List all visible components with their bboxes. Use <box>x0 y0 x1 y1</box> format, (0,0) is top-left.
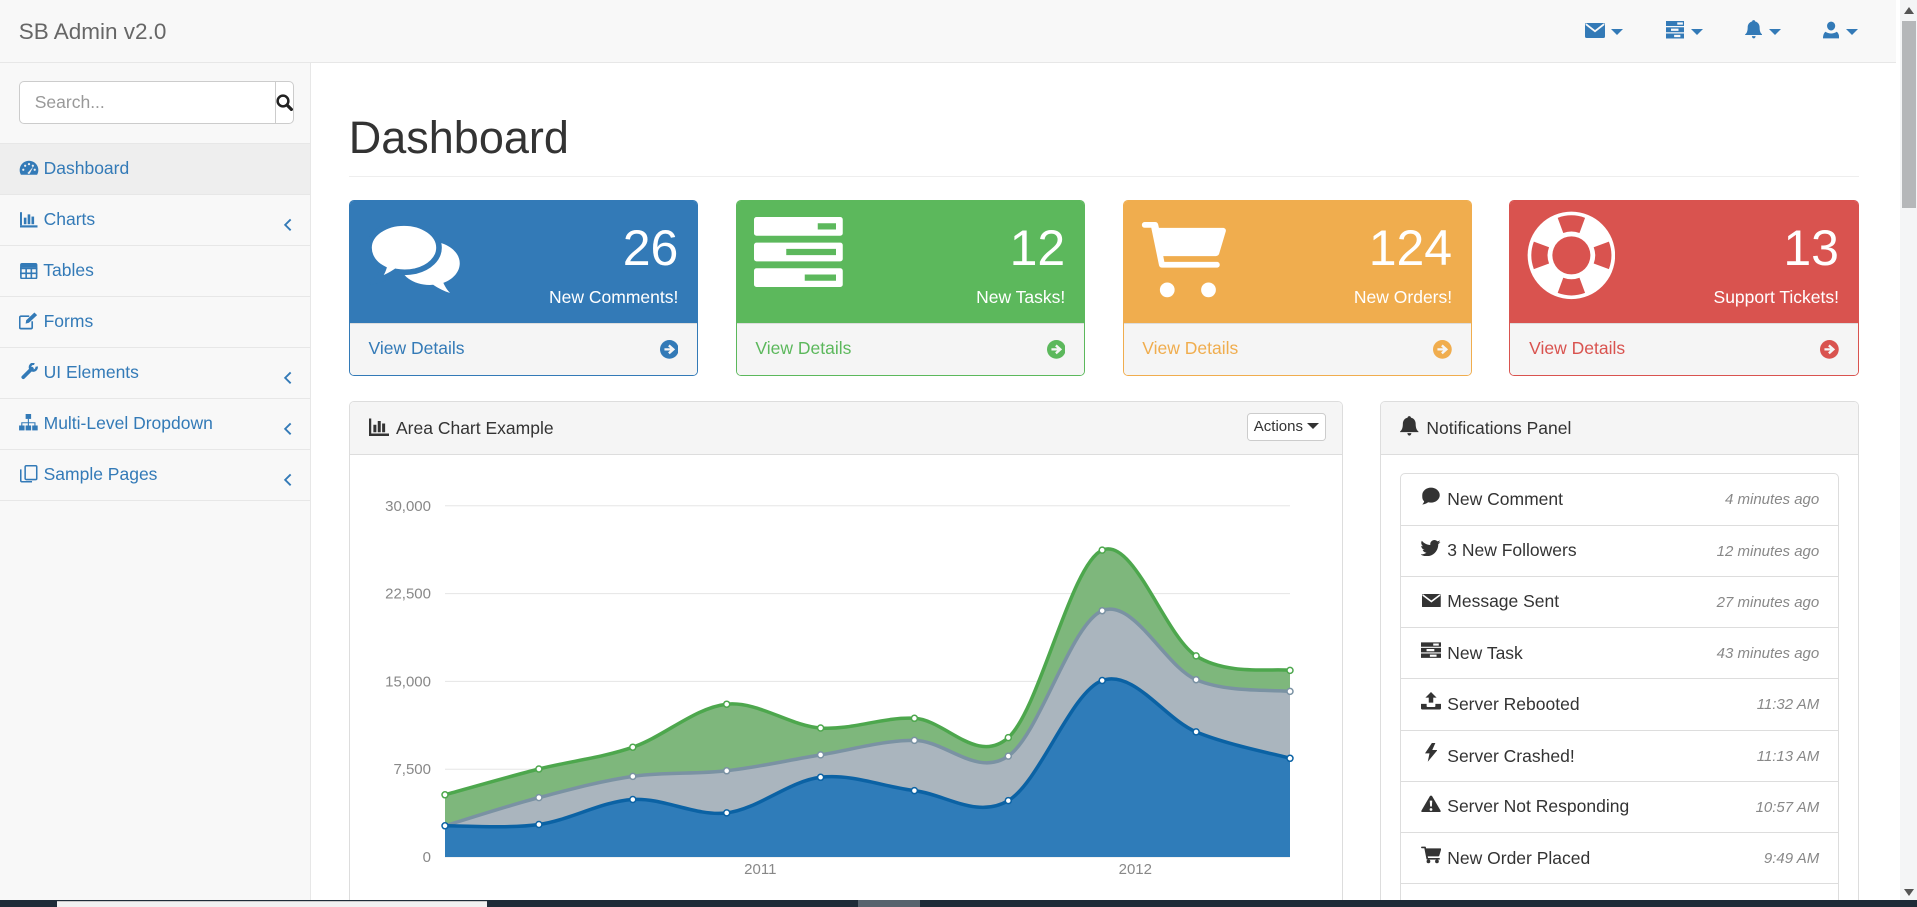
svg-text:7,500: 7,500 <box>393 761 431 778</box>
svg-text:2011: 2011 <box>744 861 776 878</box>
svg-text:30,000: 30,000 <box>385 498 431 515</box>
svg-text:2012: 2012 <box>1118 861 1151 878</box>
svg-text:15,000: 15,000 <box>385 673 431 690</box>
svg-text:0: 0 <box>422 849 430 866</box>
svg-text:22,500: 22,500 <box>385 585 431 602</box>
